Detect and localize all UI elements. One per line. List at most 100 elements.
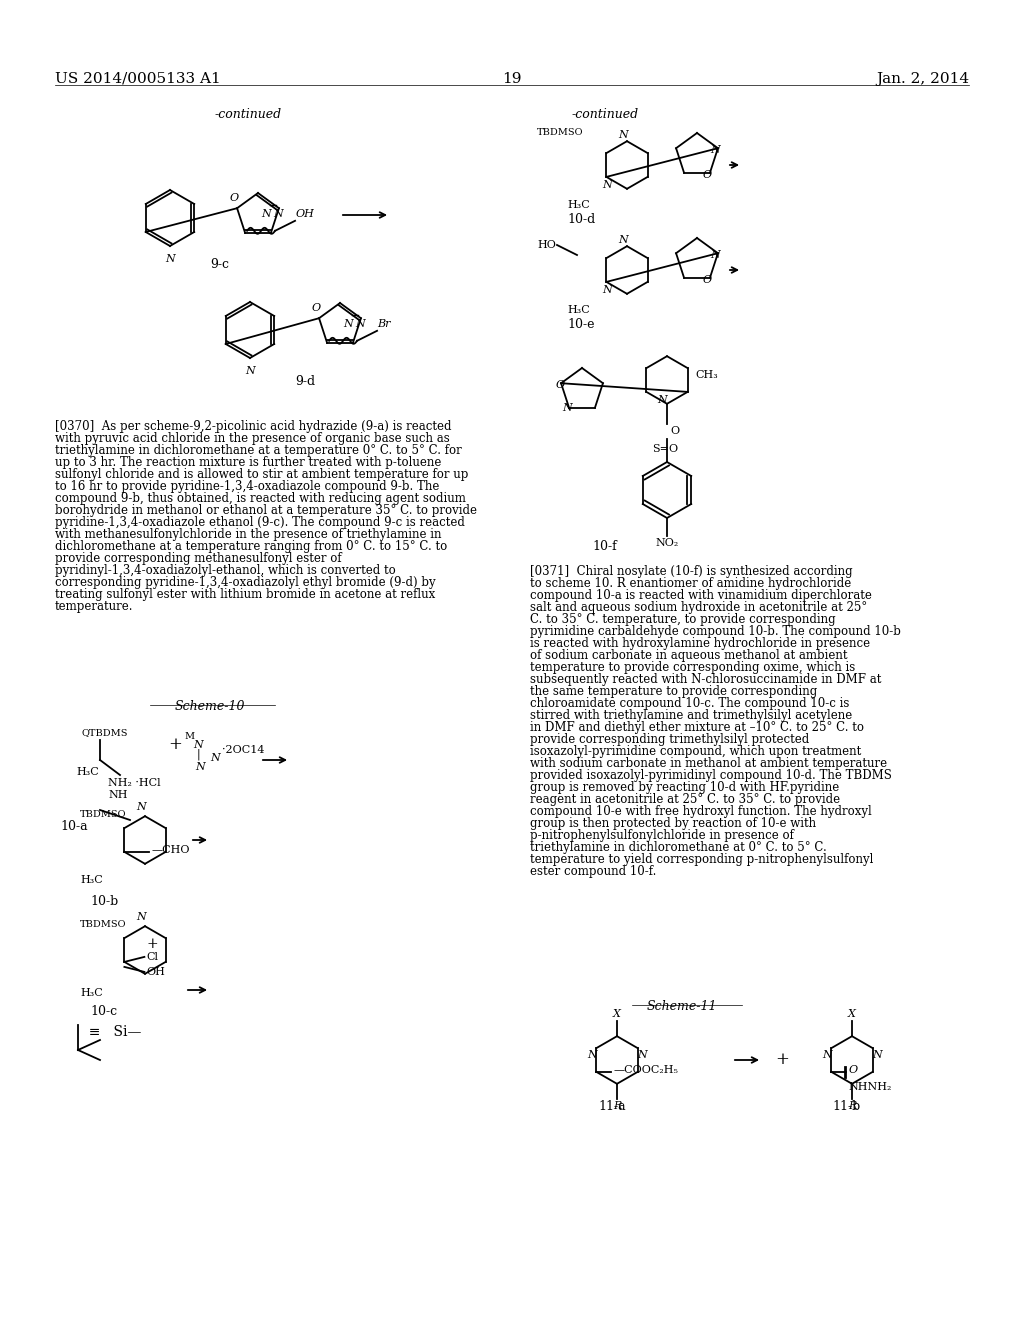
Text: with sodium carbonate in methanol at ambient temperature: with sodium carbonate in methanol at amb… (530, 756, 887, 770)
Text: US 2014/0005133 A1: US 2014/0005133 A1 (55, 73, 221, 86)
Text: O: O (702, 170, 712, 180)
Text: N: N (196, 762, 205, 772)
Text: pyridine-1,3,4-oxadiazole ethanol (9-c). The compound 9-c is reacted: pyridine-1,3,4-oxadiazole ethanol (9-c).… (55, 516, 465, 529)
Text: 10-e: 10-e (567, 318, 595, 331)
Text: group is removed by reacting 10-d with HF.pyridine: group is removed by reacting 10-d with H… (530, 781, 840, 795)
Text: N: N (273, 209, 284, 219)
Text: NHNH₂: NHNH₂ (849, 1082, 892, 1092)
Text: N: N (355, 318, 366, 329)
Text: p-nitrophenylsulfonylchloride in presence of: p-nitrophenylsulfonylchloride in presenc… (530, 829, 794, 842)
Text: N: N (822, 1049, 831, 1060)
Text: group is then protected by reaction of 10-e with: group is then protected by reaction of 1… (530, 817, 816, 830)
Text: chloroamidate compound 10-c. The compound 10-c is: chloroamidate compound 10-c. The compoun… (530, 697, 849, 710)
Text: NH: NH (108, 789, 128, 800)
Text: up to 3 hr. The reaction mixture is further treated with p-toluene: up to 3 hr. The reaction mixture is furt… (55, 455, 441, 469)
Text: X: X (613, 1010, 621, 1019)
Text: N: N (710, 145, 720, 154)
Text: sulfonyl chloride and is allowed to stir at ambient temperature for up: sulfonyl chloride and is allowed to stir… (55, 469, 468, 480)
Text: O: O (670, 426, 679, 436)
Text: QTBDMS: QTBDMS (82, 729, 128, 737)
Text: with pyruvic acid chloride in the presence of organic base such as: with pyruvic acid chloride in the presen… (55, 432, 450, 445)
Text: 10-a: 10-a (60, 820, 88, 833)
Text: temperature to provide corresponding oxime, which is: temperature to provide corresponding oxi… (530, 661, 855, 675)
Text: S=O: S=O (652, 444, 678, 454)
Text: TBDMSO: TBDMSO (537, 128, 584, 137)
Text: [0370]  As per scheme-9,2-picolinic acid hydrazide (9-a) is reacted: [0370] As per scheme-9,2-picolinic acid … (55, 420, 452, 433)
Text: C. to 35° C. temperature, to provide corresponding: C. to 35° C. temperature, to provide cor… (530, 612, 836, 626)
Text: 19: 19 (502, 73, 522, 86)
Text: OH: OH (146, 966, 165, 977)
Text: M: M (185, 733, 195, 741)
Text: TBDMSO: TBDMSO (80, 920, 127, 929)
Text: corresponding pyridine-1,3,4-oxadiazolyl ethyl bromide (9-d) by: corresponding pyridine-1,3,4-oxadiazolyl… (55, 576, 435, 589)
Text: to 16 hr to provide pyridine-1,3,4-oxadiazole compound 9-b. The: to 16 hr to provide pyridine-1,3,4-oxadi… (55, 480, 439, 492)
Text: HO: HO (537, 240, 556, 249)
Text: N: N (136, 803, 145, 812)
Text: N: N (194, 741, 203, 750)
Text: [0371]  Chiral nosylate (10-f) is synthesized according: [0371] Chiral nosylate (10-f) is synthes… (530, 565, 853, 578)
Text: O: O (555, 380, 564, 389)
Text: the same temperature to provide corresponding: the same temperature to provide correspo… (530, 685, 817, 698)
Text: N: N (136, 912, 145, 921)
Text: H₃C: H₃C (567, 201, 590, 210)
Text: 11-a: 11-a (598, 1100, 626, 1113)
Text: reagent in acetonitrile at 25° C. to 35° C. to provide: reagent in acetonitrile at 25° C. to 35°… (530, 793, 840, 807)
Text: dichloromethane at a temperature ranging from 0° C. to 15° C. to: dichloromethane at a temperature ranging… (55, 540, 447, 553)
Text: H₃C: H₃C (567, 305, 590, 315)
Text: 9-d: 9-d (295, 375, 315, 388)
Text: -continued: -continued (215, 108, 283, 121)
Text: N: N (261, 209, 271, 219)
Text: 10-f: 10-f (592, 540, 616, 553)
Text: ·2OC14: ·2OC14 (222, 744, 264, 755)
Text: N: N (245, 366, 255, 376)
Text: N: N (587, 1049, 597, 1060)
Text: ester compound 10-f.: ester compound 10-f. (530, 865, 656, 878)
Text: +: + (146, 937, 158, 950)
Text: with methanesulfonylchloride in the presence of triethylamine in: with methanesulfonylchloride in the pres… (55, 528, 441, 541)
Text: compound 9-b, thus obtained, is reacted with reducing agent sodium: compound 9-b, thus obtained, is reacted … (55, 492, 466, 506)
Text: H₃C: H₃C (76, 767, 98, 777)
Text: 11-b: 11-b (833, 1100, 861, 1113)
Text: |: | (197, 748, 200, 759)
Text: N: N (344, 318, 353, 329)
Text: to scheme 10. R enantiomer of amidine hydrochloride: to scheme 10. R enantiomer of amidine hy… (530, 577, 851, 590)
Text: N: N (637, 1049, 647, 1060)
Text: NH₂ ·HCl: NH₂ ·HCl (108, 777, 161, 788)
Text: R: R (848, 1101, 856, 1111)
Text: X: X (848, 1010, 856, 1019)
Text: TBDMSO: TBDMSO (80, 810, 127, 818)
Text: pyrimidine carbaldehyde compound 10-b. The compound 10-b: pyrimidine carbaldehyde compound 10-b. T… (530, 624, 901, 638)
Text: -continued: -continued (572, 108, 639, 121)
Text: —COOC₂H₅: —COOC₂H₅ (613, 1065, 678, 1074)
Text: CH₃: CH₃ (695, 370, 718, 380)
Text: N: N (657, 395, 667, 405)
Text: 10-b: 10-b (90, 895, 118, 908)
Text: treating sulfonyl ester with lithium bromide in acetone at reflux: treating sulfonyl ester with lithium bro… (55, 587, 435, 601)
Text: N: N (165, 253, 175, 264)
Text: temperature to yield corresponding p-nitrophenylsulfonyl: temperature to yield corresponding p-nit… (530, 853, 873, 866)
Text: N: N (618, 129, 628, 140)
Text: H₃C: H₃C (80, 875, 102, 884)
Text: +: + (775, 1052, 788, 1068)
Text: —CHO: —CHO (152, 845, 189, 855)
Text: triethylamine in dichloromethane at a temperature 0° C. to 5° C. for: triethylamine in dichloromethane at a te… (55, 444, 462, 457)
Text: O: O (702, 275, 712, 285)
Text: O: O (229, 193, 239, 203)
Text: isoxazolyl-pyrimidine compound, which upon treatment: isoxazolyl-pyrimidine compound, which up… (530, 744, 861, 758)
Text: N: N (602, 285, 612, 294)
Text: compound 10-e with free hydroxyl function. The hydroxyl: compound 10-e with free hydroxyl functio… (530, 805, 871, 818)
Text: is reacted with hydroxylamine hydrochloride in presence: is reacted with hydroxylamine hydrochlor… (530, 638, 870, 649)
Text: Br: Br (377, 319, 390, 329)
Text: provided isoxazolyl-pyrimidinyl compound 10-d. The TBDMS: provided isoxazolyl-pyrimidinyl compound… (530, 770, 892, 781)
Text: triethylamine in dichloromethane at 0° C. to 5° C.: triethylamine in dichloromethane at 0° C… (530, 841, 826, 854)
Text: 10-d: 10-d (567, 213, 595, 226)
Text: O: O (311, 304, 321, 313)
Text: H₃C: H₃C (80, 987, 102, 998)
Text: N: N (618, 235, 628, 246)
Text: temperature.: temperature. (55, 601, 133, 612)
Text: of sodium carbonate in aqueous methanol at ambient: of sodium carbonate in aqueous methanol … (530, 649, 848, 663)
Text: Scheme-11: Scheme-11 (647, 1001, 717, 1012)
Text: N: N (210, 752, 220, 763)
Text: OH: OH (295, 209, 314, 219)
Text: subsequently reacted with N-chlorosuccinamide in DMF at: subsequently reacted with N-chlorosuccin… (530, 673, 882, 686)
